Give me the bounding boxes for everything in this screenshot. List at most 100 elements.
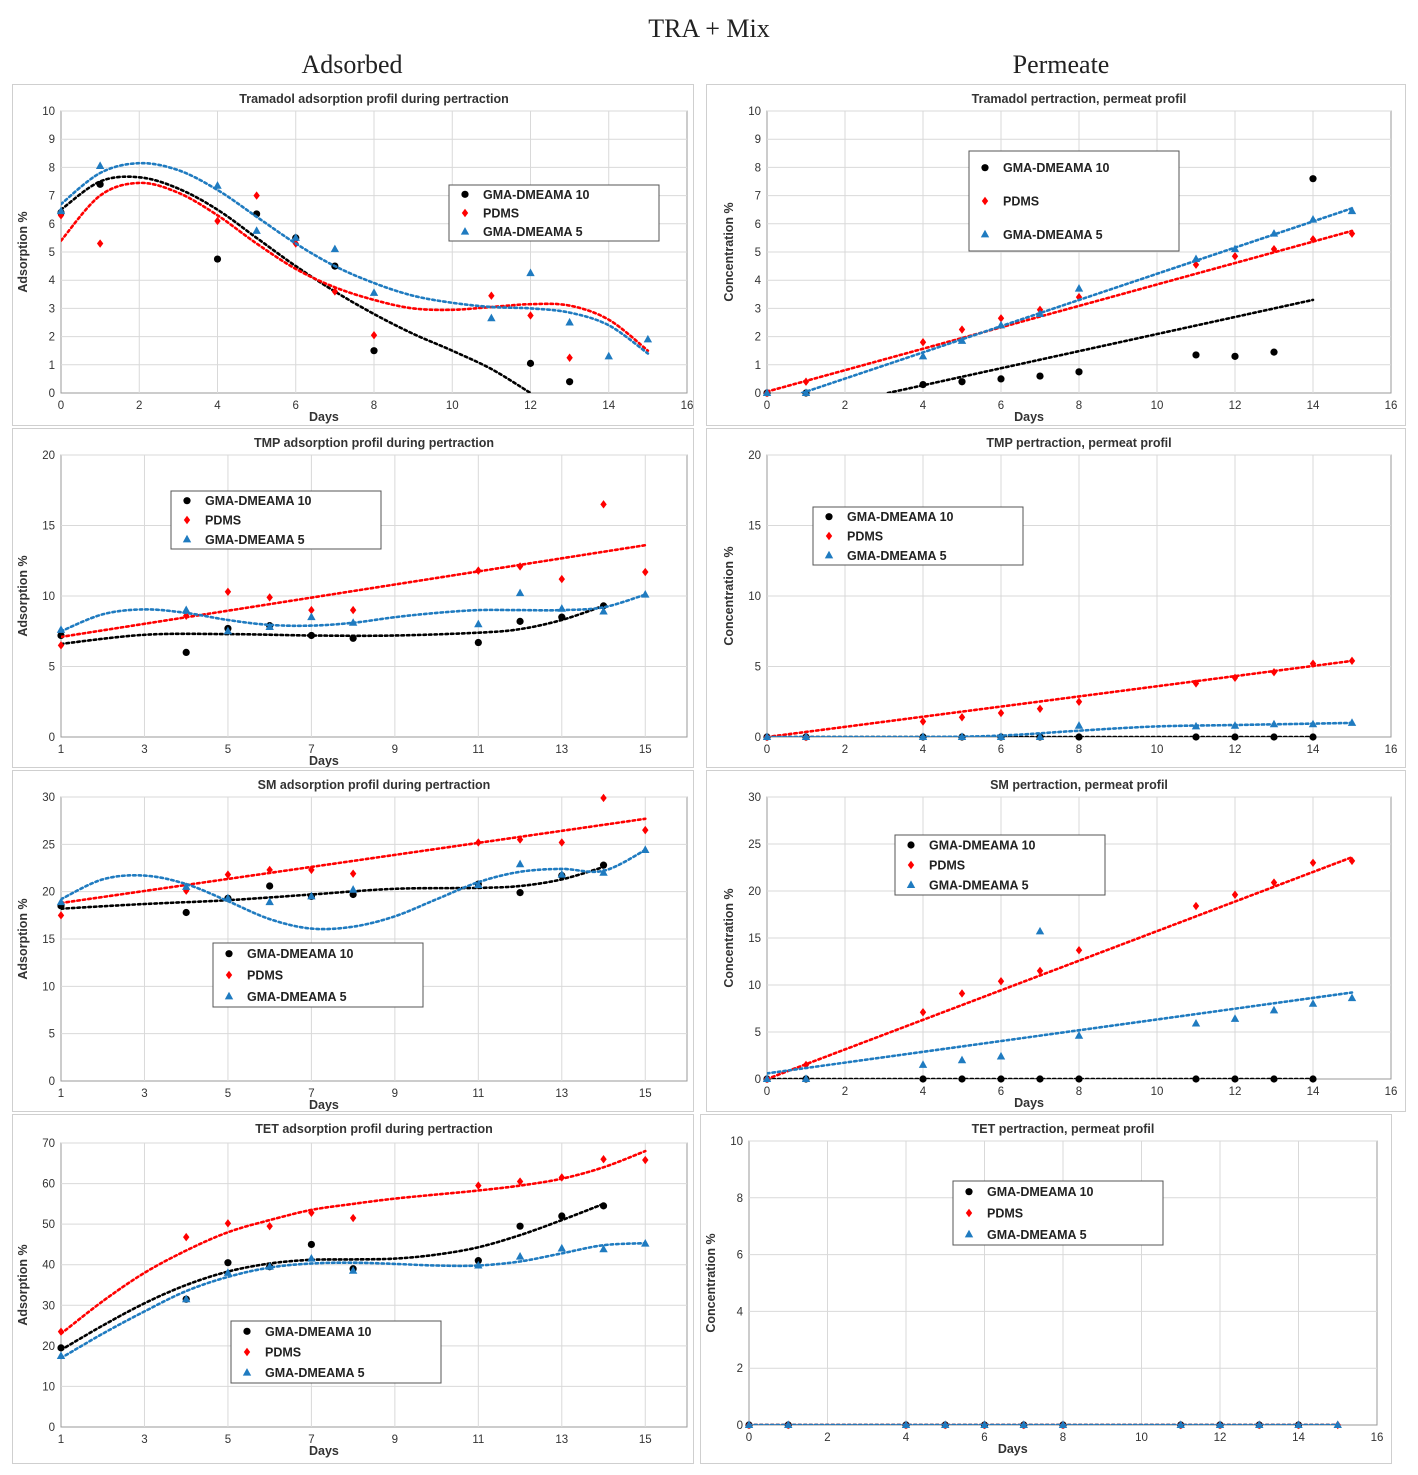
trendline: [61, 865, 605, 910]
series-gma-dmeama-10: [763, 1075, 1317, 1083]
tmp-permeate-svg: TMP pertraction, permeat profil 0 5 10 15 20 0…: [722, 436, 1397, 756]
data-point: [1036, 704, 1044, 713]
y-tick-label: 20: [748, 450, 761, 462]
trendline: [767, 721, 1354, 737]
data-point: [266, 593, 273, 602]
data-point: [958, 713, 966, 722]
y-tick-label: 1: [755, 360, 761, 372]
tramadol-adsorbed-svg: Tramadol adsorption profil during pertra…: [16, 92, 693, 424]
data-point: [474, 1257, 482, 1265]
y-tick-label: 50: [42, 1219, 55, 1231]
x-tick-label: 12: [1229, 1086, 1242, 1098]
data-point: [1347, 206, 1357, 215]
data-point: [1215, 1420, 1225, 1428]
data-point: [919, 1075, 927, 1083]
legend-label: PDMS: [1003, 195, 1039, 209]
data-point: [558, 1212, 566, 1220]
legend-label: PDMS: [929, 859, 965, 873]
x-tick-label: 7: [308, 1434, 314, 1446]
legend-marker: [461, 190, 469, 198]
trendline: [61, 604, 605, 646]
data-point: [996, 1051, 1006, 1060]
data-point: [784, 1420, 793, 1428]
chart-title: Tramadol adsorption profil during pertra…: [239, 92, 508, 106]
x-tick-label: 15: [639, 1088, 652, 1100]
legend-box: [170, 490, 382, 550]
x-tick-label: 2: [842, 400, 848, 412]
x-tick-label: 1: [58, 1434, 64, 1446]
data-point: [1309, 858, 1317, 867]
data-point: [1269, 229, 1279, 237]
data-point: [182, 882, 191, 890]
x-tick-label: 8: [1076, 1086, 1082, 1098]
data-point: [1036, 1075, 1044, 1083]
trendline: [61, 1241, 647, 1360]
legend-marker: [965, 1188, 973, 1196]
data-point: [182, 908, 190, 917]
legend-label: PDMS: [483, 207, 519, 221]
legend-label: GMA-DMEAMA 10: [265, 1325, 372, 1339]
tet-adsorbed-svg: TET adsorption profil during pertraction…: [16, 1122, 688, 1458]
x-tick-label: 4: [920, 400, 927, 412]
legend-label: PDMS: [265, 1346, 301, 1360]
data-point: [1230, 1014, 1240, 1022]
data-point: [643, 334, 653, 343]
data-point: [1191, 721, 1201, 730]
x-tick-label: 4: [920, 1086, 927, 1098]
y-tick-label: 10: [748, 106, 761, 118]
x-tick-label: 14: [1307, 744, 1320, 756]
x-axis-label: Days: [1014, 410, 1044, 424]
data-point: [801, 732, 811, 740]
y-tick-label: 15: [748, 521, 761, 533]
data-point: [369, 288, 379, 296]
x-tick-label: 3: [141, 1088, 147, 1100]
x-tick-label: 15: [639, 744, 652, 756]
legend-marker: [825, 513, 833, 521]
data-point: [997, 977, 1005, 986]
trendline: [800, 207, 1354, 393]
chart-title: SM pertraction, permeat profil: [990, 778, 1168, 792]
legend-box: [968, 150, 1180, 252]
y-tick-label: 2: [49, 332, 55, 344]
data-point: [919, 1008, 927, 1017]
x-tick-label: 4: [214, 400, 221, 412]
x-tick-label: 2: [136, 400, 142, 412]
data-point: [1019, 1420, 1028, 1428]
data-point: [958, 378, 966, 386]
data-point: [919, 338, 927, 347]
legend-label: PDMS: [205, 514, 241, 528]
legend: GMA-DMEAMA 10 PDMS GMA-DMEAMA 5: [894, 834, 1106, 896]
data-point: [57, 1344, 65, 1352]
data-point: [996, 732, 1006, 740]
y-tick-label: 25: [748, 839, 761, 851]
legend-label: GMA-DMEAMA 10: [247, 947, 354, 961]
data-point: [1255, 1420, 1264, 1428]
y-tick-label: 5: [755, 662, 761, 674]
chart-title: TMP pertraction, permeat profil: [986, 436, 1171, 450]
data-point: [600, 500, 607, 509]
legend-marker: [243, 1347, 251, 1357]
data-point: [565, 317, 574, 326]
trendline: [61, 181, 650, 352]
data-point: [488, 291, 495, 300]
legend-marker: [964, 1229, 974, 1238]
data-point: [801, 1074, 811, 1082]
y-axis-label: Concentration %: [722, 202, 736, 301]
data-point: [604, 351, 613, 360]
legend-marker: [824, 550, 834, 559]
data-point: [527, 311, 534, 320]
y-tick-label: 6: [737, 1250, 743, 1262]
data-point: [1269, 719, 1279, 728]
legend-label: GMA-DMEAMA 5: [265, 1366, 365, 1380]
y-axis-label: Adsorption %: [16, 898, 30, 979]
data-point: [291, 233, 300, 241]
permeate-heading: Permeate: [1012, 50, 1110, 79]
y-tick-label: 5: [755, 1027, 761, 1039]
data-point: [918, 351, 928, 360]
data-point: [919, 717, 927, 726]
tet-permeate-svg: TET pertraction, permeat profil 0 2 4 6 8 10 0 2…: [704, 1122, 1383, 1456]
x-tick-label: 0: [58, 400, 64, 412]
data-point: [349, 634, 357, 642]
series-gma-dmeama-5: [762, 206, 1357, 396]
y-tick-label: 3: [49, 303, 55, 315]
